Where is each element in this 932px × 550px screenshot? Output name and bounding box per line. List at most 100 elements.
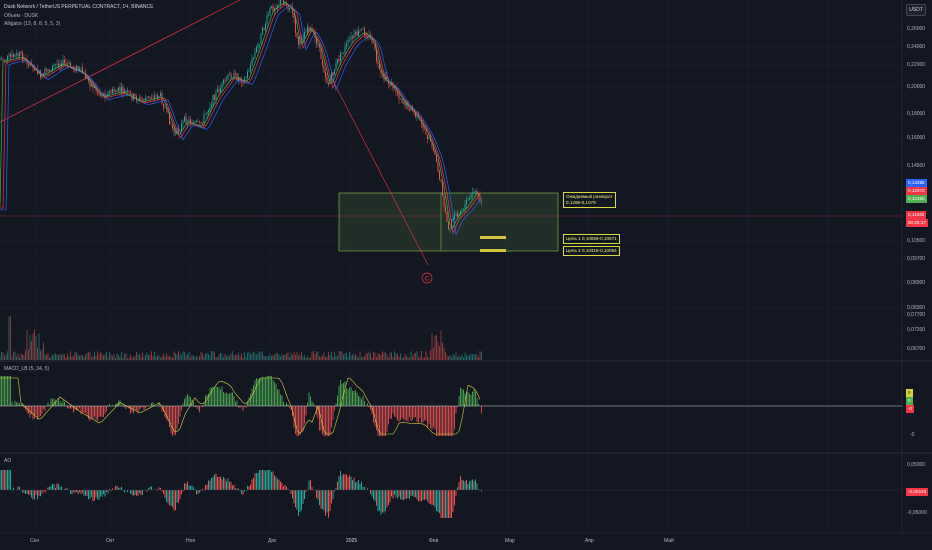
volume-bar bbox=[368, 351, 370, 360]
volume-bar bbox=[266, 356, 268, 360]
symbol-title[interactable]: Dusk Network / TetherUS PERPETUAL CONTRA… bbox=[4, 4, 154, 10]
trend-line-diagonal[interactable] bbox=[329, 74, 429, 266]
volume-bar bbox=[134, 355, 136, 360]
alligator-lips bbox=[0, 1, 481, 229]
volume-bar bbox=[112, 356, 113, 360]
ao-bar bbox=[100, 490, 101, 497]
candle-body bbox=[29, 63, 31, 66]
candle-body bbox=[289, 8, 290, 10]
candle-body bbox=[212, 95, 214, 105]
macd-bar bbox=[17, 402, 19, 406]
volume-bar bbox=[431, 333, 433, 360]
ao-bar bbox=[202, 488, 203, 490]
ao-bar bbox=[167, 490, 169, 504]
ao-bar bbox=[293, 490, 295, 504]
macd-bar bbox=[208, 393, 209, 406]
volume-bar bbox=[97, 351, 98, 360]
volume-bar bbox=[278, 354, 280, 360]
macd-bar bbox=[158, 402, 160, 406]
ao-axis-tick: 0,05000 bbox=[907, 462, 926, 468]
volume-bar bbox=[403, 357, 404, 360]
macd-bar bbox=[206, 395, 208, 406]
macd-bar bbox=[388, 406, 389, 425]
macd-bar bbox=[1, 376, 2, 406]
candle-body bbox=[155, 95, 157, 96]
volume-bar bbox=[280, 356, 281, 360]
candle-body bbox=[277, 5, 278, 9]
macd-bar bbox=[283, 401, 284, 406]
ao-bar bbox=[334, 490, 335, 492]
volume-bar bbox=[464, 352, 466, 360]
candle-body bbox=[368, 34, 370, 39]
macd-bar bbox=[59, 401, 61, 406]
ao-bar bbox=[229, 481, 230, 490]
candle-body bbox=[292, 7, 293, 13]
volume-bar bbox=[302, 356, 304, 360]
price-tick: 0,24000 bbox=[907, 44, 926, 50]
macd-bar bbox=[16, 402, 17, 406]
macd-bar bbox=[11, 401, 13, 406]
candle-body bbox=[226, 79, 227, 81]
candle-body bbox=[145, 98, 146, 101]
volume-bar bbox=[467, 356, 469, 360]
ao-bar bbox=[260, 470, 262, 490]
macd-bar bbox=[329, 406, 331, 436]
ao-bar bbox=[58, 483, 59, 490]
trend-line-upper[interactable] bbox=[0, 0, 241, 123]
ao-label[interactable]: AO bbox=[4, 458, 12, 464]
volume-bar bbox=[416, 351, 418, 360]
ao-bar bbox=[121, 486, 122, 490]
macd-bar bbox=[314, 406, 316, 407]
candle-body bbox=[190, 119, 191, 124]
volume-bar bbox=[332, 356, 334, 360]
macd-bar bbox=[347, 389, 349, 406]
volume-bar bbox=[175, 353, 176, 360]
ao-bar bbox=[80, 490, 82, 495]
macd-bar bbox=[415, 406, 416, 418]
target-2-marker[interactable] bbox=[480, 249, 506, 252]
volume-bar bbox=[64, 354, 65, 360]
target-2-label[interactable]: Цель 2 0,10316-0,10064 bbox=[563, 246, 620, 256]
macd-bar bbox=[370, 406, 371, 410]
candle-body bbox=[334, 69, 335, 75]
macd-bar bbox=[289, 406, 290, 408]
candle-body bbox=[13, 54, 14, 58]
macd-bar bbox=[209, 387, 211, 406]
alligator-indicator-label[interactable]: Alligator (13, 8, 8, 5, 5, 3) bbox=[4, 21, 61, 27]
ao-bar bbox=[436, 490, 437, 512]
volume-bar bbox=[77, 354, 79, 360]
ao-bar bbox=[422, 490, 424, 500]
macd-bar bbox=[445, 406, 446, 436]
ao-bar bbox=[481, 490, 482, 492]
macd-bar bbox=[163, 406, 164, 412]
macd-label[interactable]: MACD_LB (5, 34, 5) bbox=[4, 366, 50, 372]
reversal-callout[interactable]: Ожидаемый разворот 0,1285-0,1079 bbox=[563, 192, 616, 208]
macd-bar bbox=[32, 406, 34, 420]
candle-body bbox=[481, 201, 482, 202]
candle-body bbox=[247, 71, 248, 78]
ao-bar bbox=[122, 490, 124, 491]
volume-bar bbox=[308, 357, 310, 360]
candle-body bbox=[125, 90, 127, 92]
volume-bar bbox=[479, 351, 481, 360]
wave-c-marker[interactable] bbox=[421, 272, 433, 284]
ao-bar bbox=[19, 486, 20, 490]
ao-bar bbox=[230, 481, 232, 490]
time-tick: Мар bbox=[505, 538, 515, 544]
macd-bar bbox=[182, 403, 184, 406]
candle-body bbox=[371, 37, 373, 43]
macd-bar bbox=[82, 406, 83, 413]
volume-bar bbox=[413, 353, 415, 360]
target-1-marker[interactable] bbox=[480, 236, 506, 239]
volume-indicator-label[interactable]: Объем · DUSK bbox=[4, 13, 39, 19]
volume-bar bbox=[70, 351, 71, 360]
volume-bar bbox=[35, 335, 37, 360]
ao-bar bbox=[233, 484, 235, 490]
volume-bar bbox=[346, 352, 347, 360]
volume-bar bbox=[241, 353, 242, 360]
volume-bar bbox=[40, 350, 41, 360]
currency-button[interactable]: USDT bbox=[906, 4, 926, 16]
target-1-label[interactable]: Цель 1 0,10659-0,10671 bbox=[563, 234, 620, 244]
macd-bar bbox=[31, 406, 32, 415]
